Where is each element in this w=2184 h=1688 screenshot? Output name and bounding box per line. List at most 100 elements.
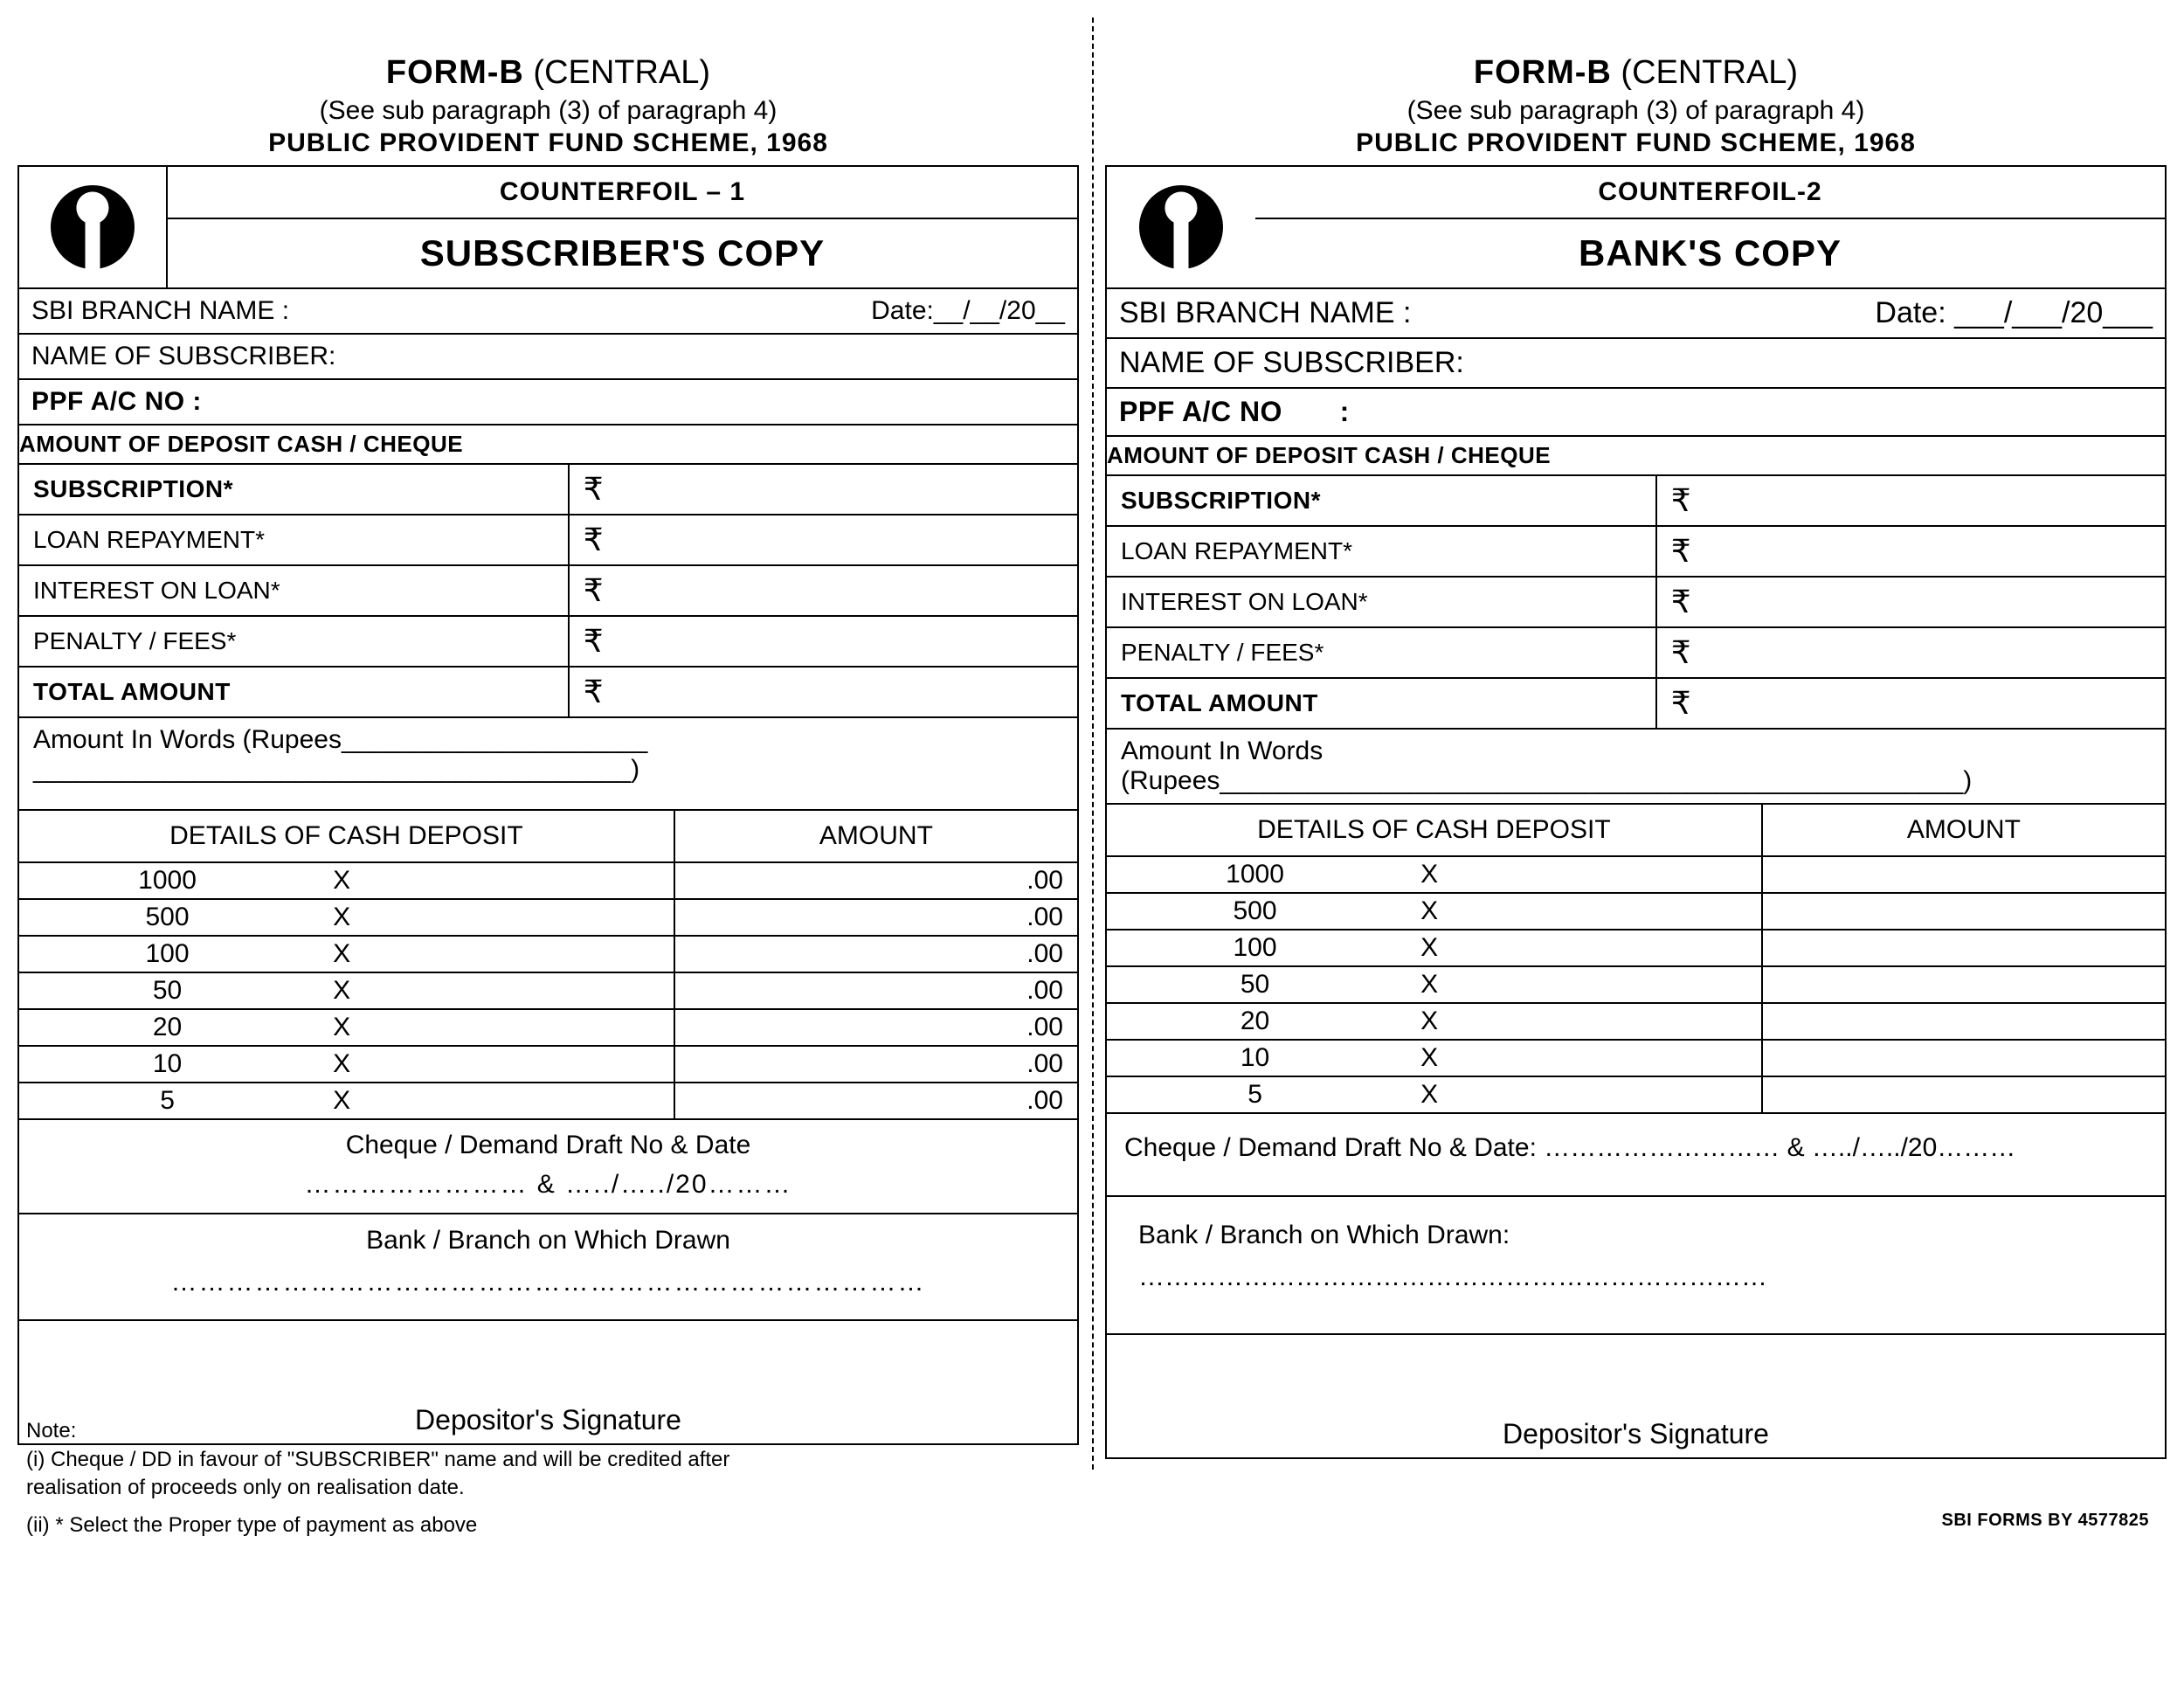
multiplier[interactable]: X <box>315 937 675 972</box>
amount-row-label: INTEREST ON LOAN* <box>1107 578 1657 626</box>
amount-row-label: INTEREST ON LOAN* <box>19 566 570 615</box>
amount-in-words[interactable]: Amount In Words (Rupees_________________… <box>19 718 1077 811</box>
amount-row-label: PENALTY / FEES* <box>19 617 570 666</box>
cheque-text: Cheque / Demand Draft No & Date: …………………… <box>1124 1133 2015 1162</box>
depositor-signature[interactable]: Depositor's Signature <box>1107 1335 2165 1457</box>
multiplier[interactable]: X <box>315 1010 675 1045</box>
multiplier[interactable]: X <box>315 900 675 935</box>
cash-amount-label: AMOUNT <box>1763 805 2165 855</box>
perforation-divider <box>1092 17 1094 1470</box>
cash-amount[interactable] <box>1763 894 2165 929</box>
cash-amount[interactable]: .00 <box>675 937 1077 972</box>
denomination: 5 <box>1107 1077 1403 1112</box>
cash-row: 500X.00 <box>19 900 1077 937</box>
cash-amount[interactable] <box>1763 1004 2165 1039</box>
amount-row: INTEREST ON LOAN*₹ <box>1107 578 2165 628</box>
amount-row-value[interactable]: ₹ <box>570 566 1077 615</box>
cash-amount[interactable]: .00 <box>675 863 1077 898</box>
branch-name-label: SBI BRANCH NAME : <box>1119 296 1411 330</box>
cash-amount[interactable]: .00 <box>675 900 1077 935</box>
cash-deposit-header: DETAILS OF CASH DEPOSIT AMOUNT <box>19 811 1077 863</box>
amount-row: LOAN REPAYMENT*₹ <box>1107 527 2165 578</box>
denomination: 100 <box>19 937 315 972</box>
amount-row-label: LOAN REPAYMENT* <box>19 515 570 564</box>
multiplier[interactable]: X <box>1403 857 1763 892</box>
cash-amount[interactable] <box>1763 967 2165 1002</box>
multiplier[interactable]: X <box>315 1083 675 1118</box>
counterfoil-label: COUNTERFOIL – 1 <box>168 167 1077 219</box>
amount-row-value[interactable]: ₹ <box>1657 578 2165 626</box>
cash-denom-rows: 1000X500X100X50X20X10X5X <box>1107 857 2165 1114</box>
amount-row-value[interactable]: ₹ <box>570 617 1077 666</box>
multiplier[interactable]: X <box>315 973 675 1008</box>
cash-row: 100X <box>1107 930 2165 967</box>
multiplier[interactable]: X <box>315 863 675 898</box>
form-scheme: PUBLIC PROVIDENT FUND SCHEME, 1968 <box>17 127 1079 160</box>
note-i: (i) Cheque / DD in favour of "SUBSCRIBER… <box>26 1446 987 1503</box>
cash-deposit-header: DETAILS OF CASH DEPOSIT AMOUNT <box>1107 805 2165 857</box>
amount-row-value[interactable]: ₹ <box>1657 679 2165 728</box>
amount-row-label: SUBSCRIPTION* <box>19 465 570 514</box>
form-subtitle: (See sub paragraph (3) of paragraph 4) <box>17 94 1079 128</box>
amount-row-value[interactable]: ₹ <box>1657 628 2165 677</box>
denomination: 1000 <box>19 863 315 898</box>
form-header-right: FORM-B (CENTRAL) (See sub paragraph (3) … <box>1105 52 2167 160</box>
amount-row-value[interactable]: ₹ <box>1657 527 2165 576</box>
branch-name-label: SBI BRANCH NAME : <box>31 296 289 326</box>
denomination: 1000 <box>1107 857 1403 892</box>
denomination: 20 <box>19 1010 315 1045</box>
footer-code: SBI FORMS BY 4577825 <box>1941 1511 2149 1531</box>
amount-row-value[interactable]: ₹ <box>1657 476 2165 525</box>
cash-row: 50X.00 <box>19 973 1077 1010</box>
multiplier[interactable]: X <box>1403 1004 1763 1039</box>
denomination: 10 <box>19 1047 315 1082</box>
subscriber-name-label: NAME OF SUBSCRIBER: <box>19 335 1077 380</box>
cash-amount[interactable] <box>1763 1077 2165 1112</box>
sbi-logo-icon <box>1137 183 1225 271</box>
cash-amount[interactable] <box>1763 1041 2165 1076</box>
multiplier[interactable]: X <box>1403 1041 1763 1076</box>
amount-row-value[interactable]: ₹ <box>570 668 1077 716</box>
amount-table: SUBSCRIPTION*₹LOAN REPAYMENT*₹INTEREST O… <box>1107 476 2165 730</box>
cheque-details[interactable]: Cheque / Demand Draft No & Date ……………………… <box>19 1120 1077 1214</box>
amount-row-label: PENALTY / FEES* <box>1107 628 1657 677</box>
amount-row: TOTAL AMOUNT₹ <box>1107 679 2165 730</box>
multiplier[interactable]: X <box>1403 967 1763 1002</box>
sbi-logo <box>1107 167 1255 287</box>
cash-amount[interactable]: .00 <box>675 1047 1077 1082</box>
amount-row: LOAN REPAYMENT*₹ <box>19 515 1077 566</box>
multiplier[interactable]: X <box>1403 1077 1763 1112</box>
cheque-details[interactable]: Cheque / Demand Draft No & Date: …………………… <box>1107 1114 2165 1197</box>
denomination: 5 <box>19 1083 315 1118</box>
multiplier[interactable]: X <box>1403 930 1763 965</box>
bank-drawn[interactable]: Bank / Branch on Which Drawn ……………………………… <box>19 1214 1077 1321</box>
date-field[interactable]: Date:__/__/20__ <box>871 296 1065 326</box>
amount-in-words[interactable]: Amount In Words (Rupees_________________… <box>1107 730 2165 805</box>
sbi-logo <box>19 167 168 287</box>
cash-amount[interactable]: .00 <box>675 1010 1077 1045</box>
cash-amount[interactable] <box>1763 857 2165 892</box>
date-field[interactable]: Date: ___/___/20___ <box>1875 296 2153 330</box>
amount-table: SUBSCRIPTION*₹LOAN REPAYMENT*₹INTEREST O… <box>19 465 1077 718</box>
amount-row-value[interactable]: ₹ <box>570 465 1077 514</box>
denomination: 500 <box>1107 894 1403 929</box>
multiplier[interactable]: X <box>315 1047 675 1082</box>
cash-row: 5X <box>1107 1077 2165 1114</box>
denomination: 50 <box>1107 967 1403 1002</box>
cash-amount[interactable] <box>1763 930 2165 965</box>
multiplier[interactable]: X <box>1403 894 1763 929</box>
denomination: 100 <box>1107 930 1403 965</box>
amount-row-value[interactable]: ₹ <box>570 515 1077 564</box>
cash-row: 10X <box>1107 1041 2165 1077</box>
bank-drawn[interactable]: Bank / Branch on Which Drawn: …………………………… <box>1107 1197 2165 1335</box>
copy-title: BANK'S COPY <box>1255 219 2165 287</box>
cash-row: 1000X.00 <box>19 863 1077 900</box>
note-title: Note: <box>26 1417 987 1445</box>
cash-details-label: DETAILS OF CASH DEPOSIT <box>19 811 675 861</box>
cash-row: 10X.00 <box>19 1047 1077 1083</box>
cash-amount[interactable]: .00 <box>675 973 1077 1008</box>
denomination: 20 <box>1107 1004 1403 1039</box>
denomination: 500 <box>19 900 315 935</box>
cash-amount[interactable]: .00 <box>675 1083 1077 1118</box>
deposit-section-header: AMOUNT OF DEPOSIT CASH / CHEQUE <box>1107 437 2165 476</box>
